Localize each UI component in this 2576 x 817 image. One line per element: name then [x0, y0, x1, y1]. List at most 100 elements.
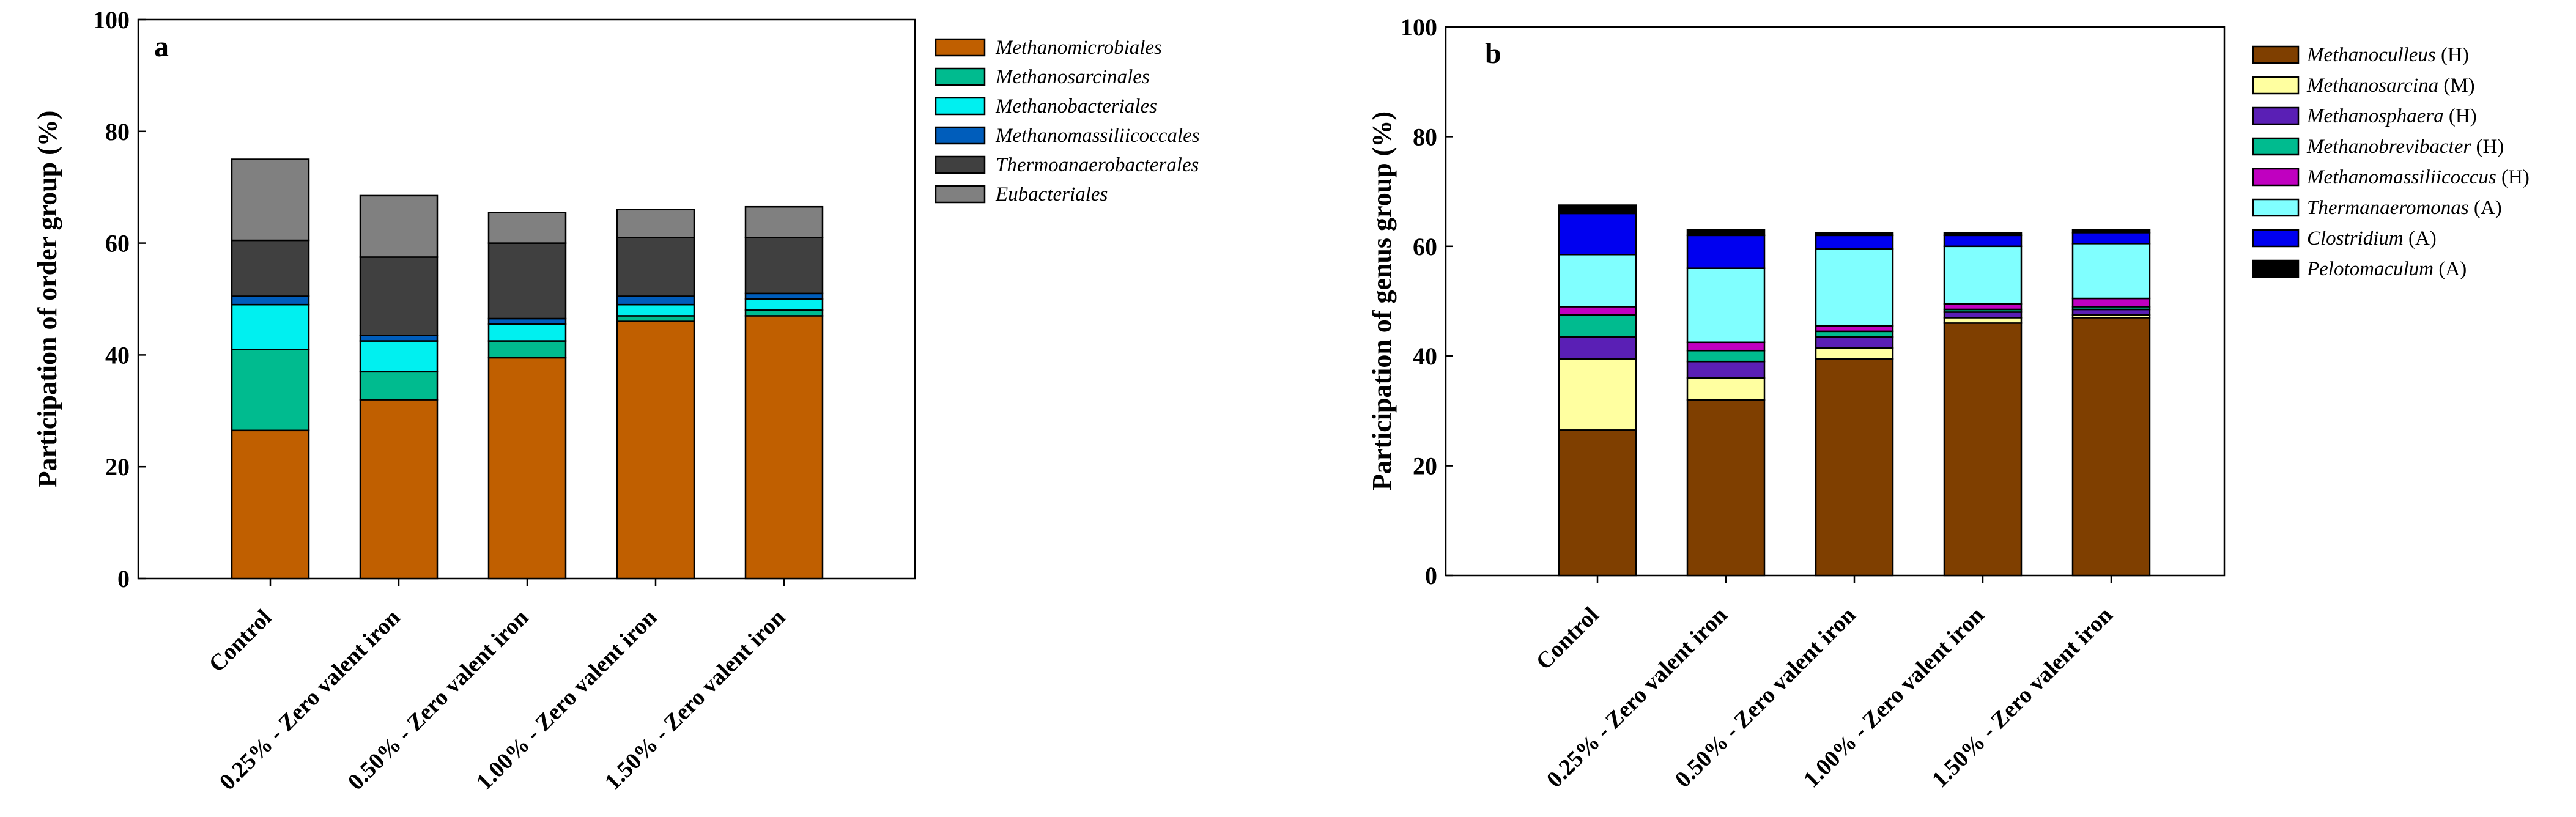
legend-swatch-b-methanobrevibacter: [2252, 137, 2300, 156]
y-tick-label-b-40: 40: [1413, 342, 1437, 370]
legend-swatch-a-methanosarcinales: [935, 67, 986, 86]
bar-a-methanosarcinales-3: [616, 315, 695, 322]
bar-a-methanomicrobiales-2: [487, 357, 567, 580]
bar-b-methanoculleus-1: [1686, 399, 1766, 577]
y-tick-label-a-60: 60: [105, 230, 130, 257]
bar-b-thermanaeromonas-4: [2071, 243, 2151, 300]
bar-b-methanomassiliicoccus-3: [1943, 303, 2023, 311]
bar-b-methanosphaera-1: [1686, 360, 1766, 379]
bar-a-methanomassiliicoccales-2: [487, 317, 567, 325]
bar-b-clostridium-2: [1815, 234, 1894, 250]
legend-label-b-methanomassiliicoccus: Methanomassiliicoccus (H): [2306, 166, 2530, 188]
legend-label-b-clostridium: Clostridium (A): [2307, 227, 2437, 250]
bar-b-clostridium-4: [2071, 232, 2151, 245]
bar-b-pelotomaculum-3: [1943, 232, 2023, 237]
bar-b-methanoculleus-2: [1815, 358, 1894, 577]
legend-swatch-b-clostridium: [2252, 229, 2300, 248]
bar-b-methanosphaera-2: [1815, 336, 1894, 349]
legend-label-a-eubacteriales: Eubacteriales: [995, 183, 1108, 205]
bar-b-methanobrevibacter-1: [1686, 349, 1766, 363]
bar-a-thermoanaerobacterales-2: [487, 242, 567, 320]
bar-a-methanobacteriales-1: [359, 340, 439, 373]
legend-swatch-b-methanomassiliicoccus: [2252, 168, 2300, 187]
bar-a-methanomassiliicoccales-0: [231, 295, 310, 306]
bar-a-eubacteriales-2: [487, 212, 567, 244]
legend-swatch-a-methanomicrobiales: [935, 38, 986, 57]
legend-swatch-a-methanobacteriales: [935, 97, 986, 116]
bar-a-methanobacteriales-2: [487, 323, 567, 342]
legend-label-a-methanomicrobiales: Methanomicrobiales: [995, 37, 1162, 59]
bar-b-methanosarcina-0: [1558, 358, 1637, 431]
bar-b-methanomassiliicoccus-2: [1815, 325, 1894, 333]
legend-label-b-methanoculleus: Methanoculleus (H): [2306, 44, 2469, 66]
legend-swatch-b-methanoculleus: [2252, 45, 2300, 64]
bar-b-methanosphaera-3: [1943, 311, 2023, 319]
bar-b-pelotomaculum-2: [1815, 232, 1894, 237]
legend-label-b-methanosphaera: Methanosphaera (H): [2306, 105, 2477, 127]
legend-label-a-methanobacteriales: Methanobacteriales: [995, 95, 1157, 117]
bar-a-thermoanaerobacterales-1: [359, 256, 439, 336]
panel-letter-a: a: [154, 31, 169, 63]
y-tick-label-a-80: 80: [105, 118, 130, 146]
bar-b-methanoculleus-0: [1558, 429, 1637, 577]
bar-b-methanobrevibacter-0: [1558, 314, 1637, 338]
bar-b-methanosphaera-4: [2071, 308, 2151, 316]
bar-a-methanosarcinales-1: [359, 371, 439, 401]
y-axis-label-b: Participation of genus group (%): [1367, 111, 1397, 490]
bar-b-methanosphaera-0: [1558, 336, 1637, 360]
bar-b-methanomassiliicoccus-0: [1558, 306, 1637, 316]
bar-a-thermoanaerobacterales-4: [744, 237, 824, 295]
y-tick-label-a-40: 40: [105, 341, 130, 369]
bar-a-methanosarcinales-4: [744, 309, 824, 317]
legend-label-b-pelotomaculum: Pelotomaculum (A): [2306, 258, 2467, 280]
bar-a-methanomicrobiales-0: [231, 429, 310, 580]
y-tick-label-b-60: 60: [1413, 233, 1437, 261]
bar-a-methanobacteriales-4: [744, 298, 824, 311]
legend-swatch-b-thermanaeromonas: [2252, 198, 2300, 217]
legend-label-b-methanosarcina: Methanosarcina (M): [2306, 75, 2475, 97]
bar-b-pelotomaculum-4: [2071, 229, 2151, 234]
bar-a-methanomassiliicoccales-3: [616, 295, 695, 306]
legend-label-b-thermanaeromonas: Thermanaeromonas (A): [2307, 197, 2502, 219]
y-tick-label-a-20: 20: [105, 453, 130, 481]
bar-b-thermanaeromonas-1: [1686, 267, 1766, 344]
bar-a-methanomicrobiales-1: [359, 399, 439, 580]
bar-a-methanobacteriales-0: [231, 303, 310, 350]
bar-b-thermanaeromonas-2: [1815, 248, 1894, 327]
bar-a-thermoanaerobacterales-0: [231, 239, 310, 297]
bar-b-clostridium-3: [1943, 234, 2023, 248]
bar-a-methanomicrobiales-3: [616, 320, 695, 580]
bar-a-methanosarcinales-2: [487, 340, 567, 359]
bar-a-thermoanaerobacterales-3: [616, 237, 695, 297]
legend-swatch-a-methanomassiliicoccales: [935, 126, 986, 145]
panel-letter-b: b: [1485, 37, 1501, 70]
bar-b-methanomassiliicoccus-1: [1686, 341, 1766, 352]
legend-label-b-methanobrevibacter: Methanobrevibacter (H): [2306, 136, 2504, 158]
y-tick-label-a-0: 0: [117, 565, 130, 593]
legend-label-a-methanosarcinales: Methanosarcinales: [995, 66, 1150, 88]
y-tick-label-b-20: 20: [1413, 453, 1437, 480]
bar-b-pelotomaculum-0: [1558, 204, 1637, 215]
legend-swatch-b-pelotomaculum: [2252, 259, 2300, 278]
bar-a-methanosarcinales-0: [231, 349, 310, 432]
legend-label-a-thermoanaerobacterales: Thermoanaerobacterales: [996, 154, 1199, 176]
y-tick-label-a-100: 100: [93, 6, 130, 34]
bar-a-methanomassiliicoccales-4: [744, 292, 824, 300]
legend-swatch-a-eubacteriales: [935, 185, 986, 204]
legend-swatch-b-methanosarcina: [2252, 76, 2300, 95]
bar-b-methanoculleus-3: [1943, 322, 2023, 577]
legend-swatch-a-thermoanaerobacterales: [935, 155, 986, 174]
bar-b-thermanaeromonas-3: [1943, 245, 2023, 305]
bar-b-methanomassiliicoccus-4: [2071, 297, 2151, 308]
bar-a-methanobacteriales-3: [616, 303, 695, 317]
bar-b-methanosarcina-3: [1943, 317, 2023, 324]
bar-a-eubacteriales-3: [616, 209, 695, 238]
bar-b-methanosarcina-1: [1686, 377, 1766, 401]
bar-b-methanobrevibacter-2: [1815, 330, 1894, 338]
bar-a-eubacteriales-1: [359, 194, 439, 258]
bar-a-eubacteriales-4: [744, 205, 824, 238]
y-tick-label-b-0: 0: [1425, 562, 1437, 590]
legend-swatch-b-methanosphaera: [2252, 106, 2300, 125]
